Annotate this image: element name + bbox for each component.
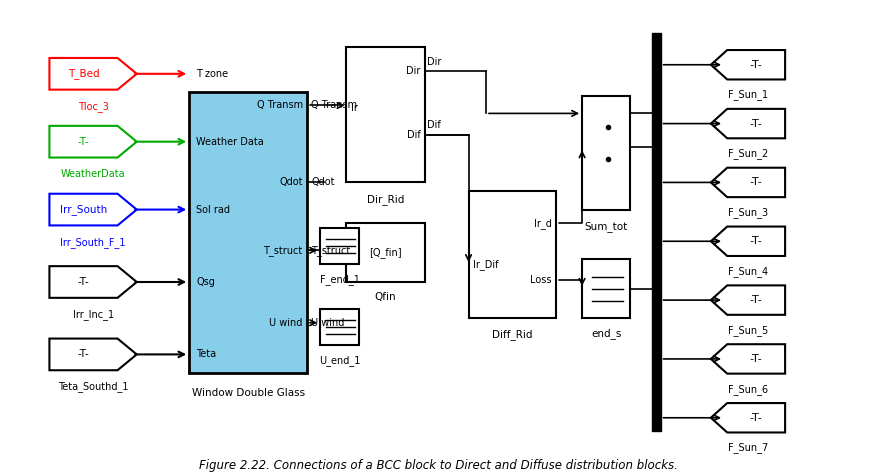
Text: -T-: -T- (78, 137, 89, 147)
Polygon shape (711, 403, 785, 432)
Text: U_end_1: U_end_1 (319, 355, 360, 366)
Text: T_Bed: T_Bed (67, 68, 99, 79)
Polygon shape (711, 344, 785, 374)
Text: Window Double Glass: Window Double Glass (192, 388, 305, 398)
Polygon shape (711, 168, 785, 197)
Polygon shape (49, 194, 137, 226)
Text: F_Sun_6: F_Sun_6 (728, 384, 768, 395)
Text: Tloc_3: Tloc_3 (78, 101, 109, 112)
Text: T_struct: T_struct (264, 245, 302, 256)
Text: Figure 2.22. Connections of a BCC block to Direct and Diffuse distribution block: Figure 2.22. Connections of a BCC block … (199, 458, 677, 472)
Text: T zone: T zone (196, 69, 229, 79)
Text: F_end_1: F_end_1 (320, 274, 360, 285)
Text: T_struct: T_struct (311, 245, 350, 256)
Text: Loss: Loss (530, 275, 552, 285)
Text: Teta: Teta (196, 349, 216, 359)
Text: Sum_tot: Sum_tot (584, 221, 628, 232)
Polygon shape (49, 266, 137, 298)
Polygon shape (711, 227, 785, 256)
Text: end_s: end_s (591, 328, 621, 339)
Text: [Q_fin]: [Q_fin] (370, 247, 402, 258)
Text: Q Transm: Q Transm (311, 101, 357, 110)
Text: Dir: Dir (427, 57, 441, 67)
Text: WeatherData: WeatherData (60, 169, 125, 179)
Polygon shape (711, 50, 785, 79)
FancyBboxPatch shape (582, 96, 630, 210)
Polygon shape (711, 109, 785, 138)
Polygon shape (49, 126, 137, 158)
Text: Qfin: Qfin (375, 292, 397, 302)
FancyBboxPatch shape (320, 228, 359, 264)
FancyBboxPatch shape (320, 309, 359, 346)
Text: Qsg: Qsg (196, 277, 215, 287)
Text: Sol rad: Sol rad (196, 204, 230, 215)
Text: -T-: -T- (78, 277, 89, 287)
Text: Weather Data: Weather Data (196, 137, 264, 147)
Text: Ir_Dif: Ir_Dif (473, 260, 498, 270)
Text: -T-: -T- (750, 413, 762, 423)
Polygon shape (49, 58, 137, 90)
Text: Dir_Rid: Dir_Rid (367, 194, 405, 205)
Text: F_Sun_7: F_Sun_7 (728, 442, 768, 453)
Text: U wind: U wind (311, 318, 345, 328)
Text: Q Transm: Q Transm (257, 101, 302, 110)
FancyBboxPatch shape (189, 92, 307, 372)
Text: Dif: Dif (427, 120, 441, 130)
Text: Irr_Inc_1: Irr_Inc_1 (73, 309, 114, 320)
Text: Irr_South: Irr_South (60, 204, 107, 215)
Text: -T-: -T- (750, 60, 762, 70)
Text: Qdot: Qdot (279, 177, 302, 187)
Text: -T-: -T- (78, 349, 89, 359)
Text: F_Sun_1: F_Sun_1 (728, 89, 768, 101)
Text: F_Sun_5: F_Sun_5 (728, 325, 768, 336)
Text: -T-: -T- (750, 118, 762, 128)
Text: U wind: U wind (269, 318, 302, 328)
Text: -T-: -T- (750, 295, 762, 305)
Text: F_Sun_3: F_Sun_3 (728, 207, 768, 218)
FancyBboxPatch shape (652, 33, 661, 431)
FancyBboxPatch shape (346, 223, 425, 282)
Polygon shape (49, 338, 137, 370)
Text: Diff_Rid: Diff_Rid (492, 329, 533, 340)
Text: Dir: Dir (406, 66, 420, 76)
Text: Dif: Dif (406, 130, 420, 140)
Text: -T-: -T- (750, 354, 762, 364)
Polygon shape (711, 286, 785, 315)
FancyBboxPatch shape (469, 192, 556, 318)
FancyBboxPatch shape (346, 47, 425, 182)
Text: Ir_d: Ir_d (533, 218, 552, 228)
Text: F_Sun_4: F_Sun_4 (728, 266, 768, 277)
Text: -T-: -T- (750, 177, 762, 187)
Text: Qdot: Qdot (311, 177, 335, 187)
FancyBboxPatch shape (582, 259, 630, 318)
Text: Irr_South_F_1: Irr_South_F_1 (60, 237, 126, 248)
Text: Ir: Ir (350, 103, 357, 113)
Text: -T-: -T- (750, 236, 762, 246)
Text: Teta_Southd_1: Teta_Southd_1 (58, 381, 128, 393)
Text: F_Sun_2: F_Sun_2 (728, 148, 768, 159)
